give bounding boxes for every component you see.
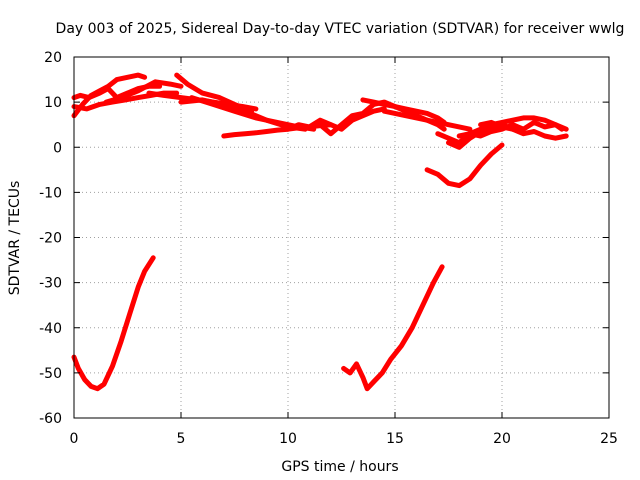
series-line-arc-2 [341, 264, 445, 392]
grid-lines [74, 57, 609, 418]
series-line-arc-19 [424, 142, 505, 189]
chart-title: Day 003 of 2025, Sidereal Day-to-day VTE… [56, 21, 625, 37]
x-axis-label: GPS time / hours [281, 459, 398, 475]
y-tick-label: -20 [39, 231, 62, 247]
axis-ticks [73, 56, 610, 419]
x-tick-label: 0 [70, 431, 79, 447]
y-tick-label: 20 [44, 50, 62, 66]
series-line-arc-6 [103, 79, 184, 105]
series-line-arc-1 [71, 255, 156, 392]
data-series [71, 72, 569, 392]
x-tick-label: 20 [493, 431, 511, 447]
y-tick-label: -30 [39, 276, 62, 292]
y-tick-label: -40 [39, 321, 62, 337]
series-line-arc-14 [360, 97, 447, 125]
y-axis-label: SDTVAR / TECUs [7, 181, 23, 296]
y-tick-label: 10 [44, 95, 62, 111]
series-line-arc-20 [446, 122, 516, 150]
x-tick-label: 10 [279, 431, 297, 447]
y-tick-label: 0 [53, 140, 62, 156]
y-tick-label: -60 [39, 411, 62, 427]
y-tick-label: -10 [39, 185, 62, 201]
x-tick-label: 5 [177, 431, 186, 447]
tick-labels: 0 5 10 15 20 25 -60 -50 -40 -30 -20 -10 0 10 20 [39, 50, 618, 447]
y-tick-label: -50 [39, 366, 62, 382]
x-tick-label: 15 [386, 431, 404, 447]
series-line-arc-15 [381, 108, 473, 132]
x-tick-label: 25 [600, 431, 618, 447]
